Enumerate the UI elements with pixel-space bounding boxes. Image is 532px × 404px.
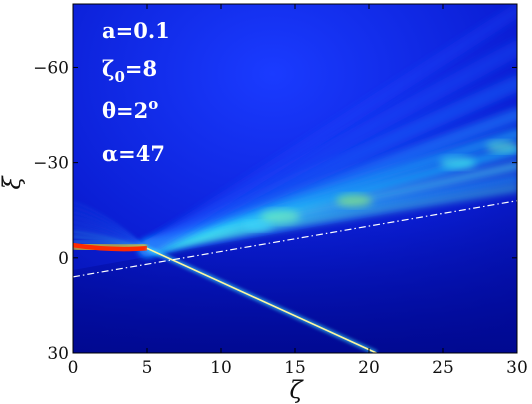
plot-area [73,4,517,353]
y-tick-label: 0 [58,249,69,269]
reflected-beam-core [146,247,377,353]
hot-spot [336,194,373,208]
reference-line [73,200,517,278]
diffraction-ray [144,185,517,252]
x-tick-label: 25 [432,358,454,378]
x-tick-label: 30 [506,358,528,378]
hot-spot [439,156,476,169]
y-tick-label: −60 [33,58,69,78]
y-axis-ticks: −60 −30 0 30 [33,58,517,364]
annotation-zeta0: ζ0=8 [102,56,157,86]
incident-beam-core [73,242,148,252]
x-tick-label: 10 [210,358,232,378]
y-axis-label: ξ [0,175,26,190]
hot-spot [260,209,301,224]
hot-spot [244,221,272,231]
fringe-arc [73,200,148,250]
x-axis-label: ζ [289,376,304,404]
diffraction-fan [73,4,517,257]
y-tick-label: −30 [33,154,69,174]
x-tick-label: 20 [358,358,380,378]
diffraction-ray [140,4,517,256]
annotation-block: a=0.1 ζ0=8 θ=2o α=47 [102,18,170,166]
x-tick-label: 5 [142,358,153,378]
incident-beam [73,240,148,255]
annotation-theta: θ=2o [102,95,158,123]
annotation-alpha: α=47 [102,141,165,166]
lower-dark-region [73,190,517,353]
x-axis-ticks: 0 5 10 15 20 25 30 [68,4,528,378]
x-tick-label: 15 [284,358,306,378]
x-tick-label: 0 [68,358,79,378]
hot-spot [486,141,517,153]
annotation-a: a=0.1 [102,18,170,43]
y-tick-label: 30 [47,344,69,364]
reflected-beam [145,246,378,353]
